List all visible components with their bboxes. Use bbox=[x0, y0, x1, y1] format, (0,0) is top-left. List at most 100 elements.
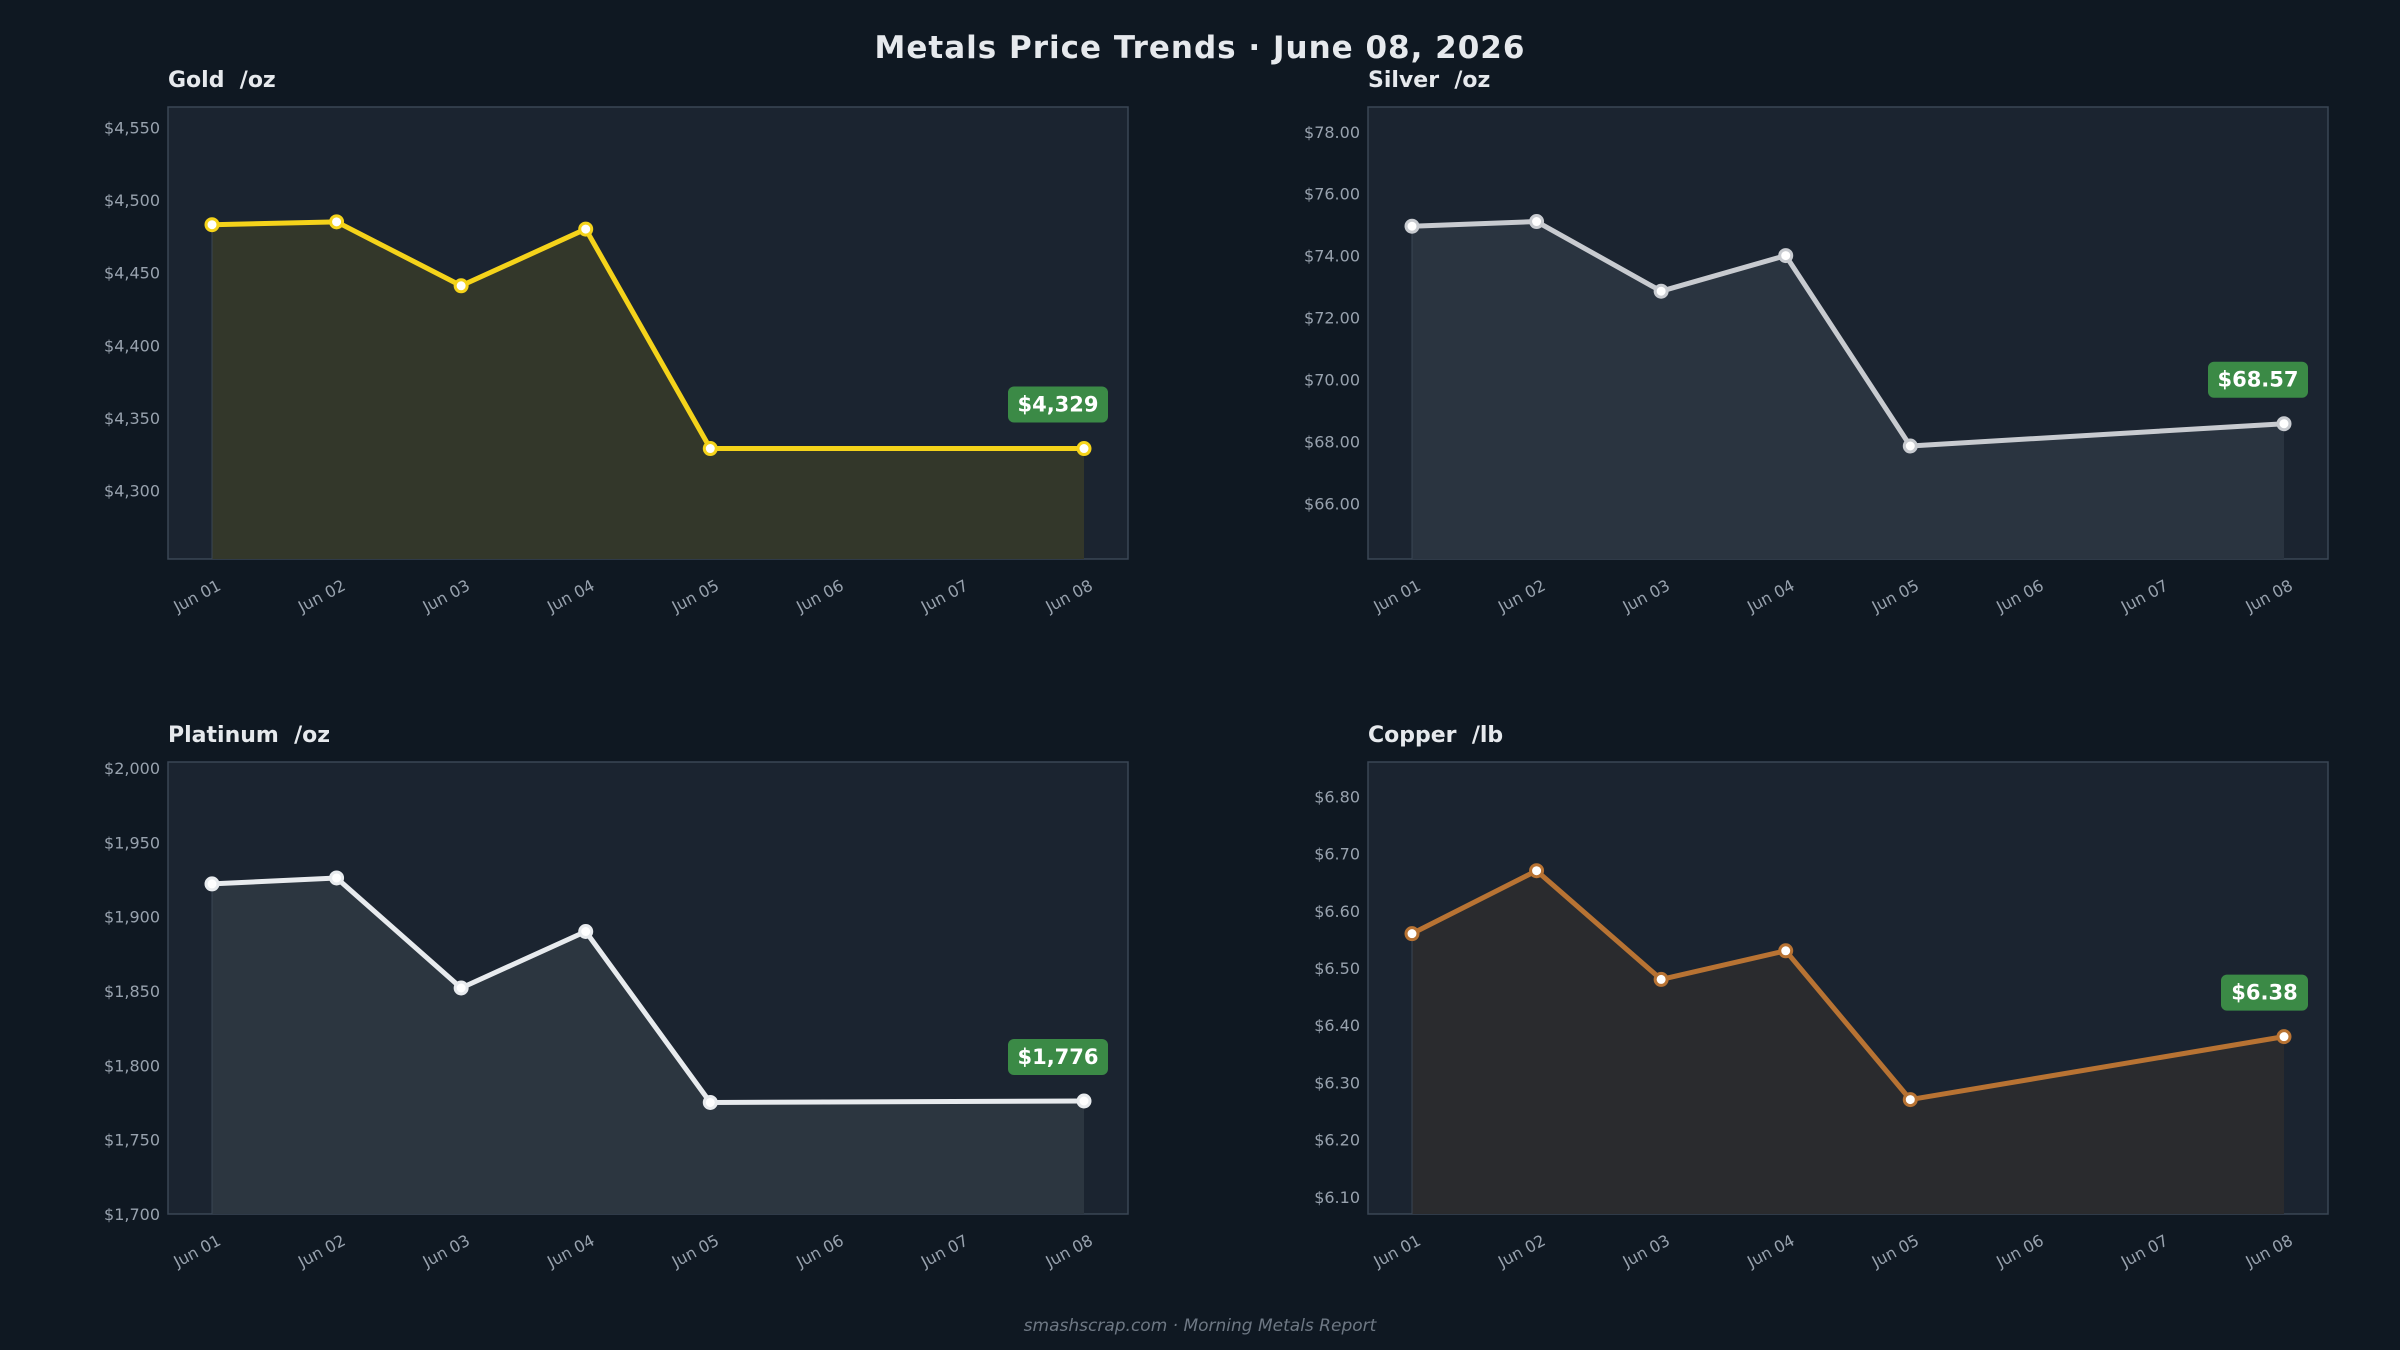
platinum-data-point bbox=[453, 980, 469, 996]
copper-x-tick-label: Jun 05 bbox=[1868, 1231, 1922, 1272]
silver-area-fill bbox=[1412, 221, 2284, 559]
gold-y-tick-label: $4,450 bbox=[104, 264, 160, 283]
copper-data-point bbox=[1902, 1092, 1918, 1108]
page-title: Metals Price Trends · June 08, 2026 bbox=[874, 30, 1526, 66]
silver-y-tick-label: $74.00 bbox=[1304, 247, 1360, 266]
gold-x-tick-label: Jun 06 bbox=[792, 576, 846, 617]
silver-x-tick-label: Jun 01 bbox=[1370, 576, 1424, 617]
silver-x-tick-label: Jun 03 bbox=[1619, 576, 1673, 617]
gold-x-tick-label: Jun 05 bbox=[668, 576, 722, 617]
copper-price-line bbox=[1410, 868, 2285, 1103]
gold-y-tick-label: $4,350 bbox=[104, 409, 160, 428]
copper-x-tick-label: Jun 03 bbox=[1619, 1231, 1673, 1272]
gold-panel: Gold /oz $4,300 $4,350 $4,400 $4,450 $4,500 $4… bbox=[104, 68, 1129, 617]
silver-data-point bbox=[1778, 248, 1794, 264]
gold-y-tick-label: $4,400 bbox=[104, 336, 160, 355]
platinum-panel: Platinum /oz $1,700 $1,750 $1,800 $1,850 $1,9… bbox=[104, 723, 1129, 1272]
copper-y-tick-label: $6.50 bbox=[1314, 959, 1360, 978]
silver-y-tick-label: $78.00 bbox=[1304, 123, 1360, 142]
gold-x-tick-label: Jun 01 bbox=[170, 576, 224, 617]
footer-credit: smashscrap.com · Morning Metals Report bbox=[1023, 1316, 1377, 1336]
gold-y-tick-label: $4,300 bbox=[104, 482, 160, 501]
platinum-x-tick-label: Jun 05 bbox=[668, 1231, 722, 1272]
silver-latest-price: $68.57 bbox=[2217, 368, 2298, 392]
platinum-y-tick-label: $1,800 bbox=[104, 1056, 160, 1075]
gold-data-point bbox=[204, 217, 220, 233]
platinum-price-line bbox=[211, 875, 1085, 1105]
silver-y-tick-label: $72.00 bbox=[1304, 309, 1360, 328]
gold-latest-badge bbox=[1008, 386, 1108, 423]
platinum-panel-title: Platinum /oz bbox=[168, 723, 330, 748]
platinum-data-point bbox=[702, 1094, 718, 1110]
gold-x-tick-label: Jun 04 bbox=[543, 576, 597, 617]
gold-price-line bbox=[211, 219, 1084, 452]
gold-y-tick-label: $4,500 bbox=[104, 191, 160, 210]
platinum-x-tick-label: Jun 01 bbox=[170, 1231, 224, 1272]
silver-data-point bbox=[2276, 416, 2292, 432]
platinum-data-point bbox=[329, 870, 345, 886]
platinum-data-point bbox=[204, 876, 220, 892]
gold-x-tick-label: Jun 08 bbox=[1042, 576, 1096, 617]
gold-data-point bbox=[702, 441, 718, 457]
platinum-x-tick-label: Jun 03 bbox=[419, 1231, 473, 1272]
platinum-y-tick-label: $1,750 bbox=[104, 1131, 160, 1150]
platinum-x-tick-label: Jun 07 bbox=[917, 1231, 971, 1272]
silver-data-point bbox=[1902, 438, 1918, 454]
platinum-x-tick-label: Jun 04 bbox=[543, 1231, 597, 1272]
copper-data-point bbox=[1778, 943, 1794, 959]
platinum-latest-badge bbox=[1008, 1039, 1108, 1075]
copper-y-tick-label: $6.70 bbox=[1314, 845, 1360, 864]
copper-panel-title: Copper /lb bbox=[1368, 723, 1503, 748]
platinum-y-tick-label: $1,850 bbox=[104, 982, 160, 1001]
silver-y-tick-label: $76.00 bbox=[1304, 185, 1360, 204]
copper-latest-price: $6.38 bbox=[2231, 981, 2297, 1005]
copper-x-tick-label: Jun 04 bbox=[1743, 1231, 1797, 1272]
silver-x-tick-label: Jun 07 bbox=[2117, 576, 2171, 617]
silver-x-tick-label: Jun 05 bbox=[1868, 576, 1922, 617]
gold-data-point bbox=[329, 214, 345, 230]
platinum-y-tick-label: $1,950 bbox=[104, 833, 160, 852]
platinum-y-tick-label: $1,700 bbox=[104, 1205, 160, 1224]
platinum-x-tick-label: Jun 06 bbox=[792, 1231, 846, 1272]
platinum-data-point bbox=[1076, 1093, 1092, 1109]
copper-x-tick-label: Jun 07 bbox=[2117, 1231, 2171, 1272]
gold-data-point bbox=[453, 278, 469, 294]
copper-area-fill bbox=[1412, 870, 2284, 1214]
platinum-data-point bbox=[578, 924, 594, 939]
copper-y-tick-label: $6.20 bbox=[1314, 1131, 1360, 1150]
copper-data-point bbox=[1404, 926, 1420, 942]
silver-y-tick-label: $68.00 bbox=[1304, 432, 1360, 451]
copper-data-point bbox=[2276, 1029, 2292, 1045]
gold-panel-title: Gold /oz bbox=[168, 68, 276, 93]
silver-x-tick-label: Jun 06 bbox=[1992, 576, 2046, 617]
platinum-latest-price: $1,776 bbox=[1017, 1045, 1098, 1069]
silver-y-tick-label: $70.00 bbox=[1304, 370, 1360, 389]
gold-data-point bbox=[578, 221, 594, 237]
silver-x-tick-label: Jun 02 bbox=[1494, 576, 1548, 617]
copper-y-tick-label: $6.30 bbox=[1314, 1073, 1360, 1092]
platinum-x-tick-label: Jun 08 bbox=[1042, 1231, 1096, 1272]
silver-x-tick-label: Jun 04 bbox=[1743, 576, 1797, 617]
gold-x-tick-label: Jun 03 bbox=[419, 576, 473, 617]
copper-data-point bbox=[1529, 863, 1545, 879]
gold-y-tick-label: $4,550 bbox=[104, 118, 160, 137]
platinum-x-tick-label: Jun 02 bbox=[294, 1231, 348, 1272]
copper-y-tick-label: $6.10 bbox=[1314, 1188, 1360, 1207]
gold-x-tick-label: Jun 07 bbox=[917, 576, 971, 617]
silver-x-tick-label: Jun 08 bbox=[2242, 576, 2296, 617]
silver-data-point bbox=[1529, 214, 1545, 230]
platinum-y-tick-label: $2,000 bbox=[104, 759, 160, 778]
copper-y-tick-label: $6.60 bbox=[1314, 902, 1360, 921]
gold-area-fill bbox=[212, 221, 1084, 560]
copper-y-tick-label: $6.40 bbox=[1314, 1016, 1360, 1035]
silver-data-point bbox=[1653, 283, 1669, 299]
silver-panel: Silver /oz $66.00 $68.00 $70.00 $72.00 $74.00… bbox=[1304, 68, 2329, 617]
silver-price-line bbox=[1411, 219, 2285, 449]
copper-x-tick-label: Jun 02 bbox=[1494, 1231, 1548, 1272]
copper-panel: Copper /lb $6.10 $6.20 $6.30 $6.40 $6.50 $6.60… bbox=[1314, 723, 2329, 1272]
platinum-y-tick-label: $1,900 bbox=[104, 908, 160, 927]
silver-panel-title: Silver /oz bbox=[1368, 68, 1490, 93]
silver-y-tick-label: $66.00 bbox=[1304, 494, 1360, 513]
gold-latest-price: $4,329 bbox=[1017, 393, 1098, 417]
